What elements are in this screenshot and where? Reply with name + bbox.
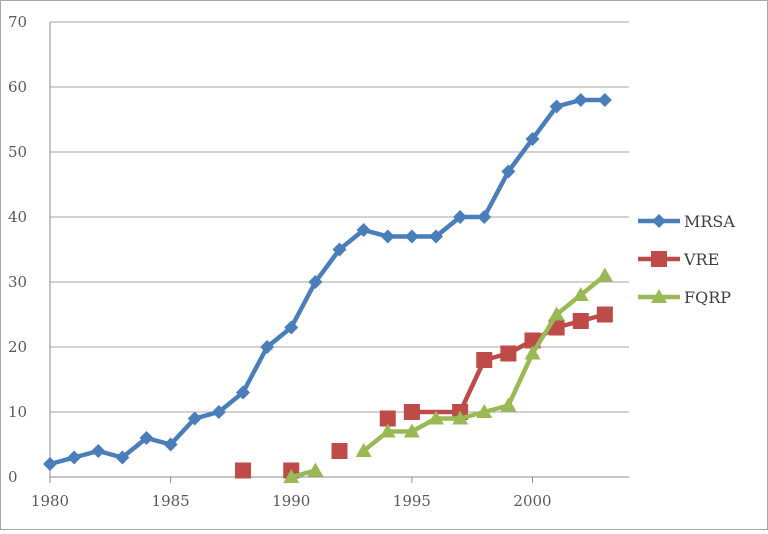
mrsa-point xyxy=(404,229,419,244)
fqrp-point xyxy=(452,410,469,425)
vre-point xyxy=(500,345,517,362)
mrsa-point xyxy=(187,411,202,426)
mrsa-point xyxy=(236,385,250,400)
mrsa-point xyxy=(573,93,588,107)
vre-point xyxy=(379,410,396,427)
fqrp-point xyxy=(476,404,493,418)
legend-item-mrsa: MRSA xyxy=(638,212,735,231)
mrsa-point xyxy=(597,93,612,107)
mrsa-point xyxy=(356,223,371,237)
y-tick-label: 20 xyxy=(8,338,27,356)
fqrp-point xyxy=(379,423,396,438)
mrsa-point xyxy=(211,405,226,419)
legend-item-fqrp: FQRP xyxy=(638,288,731,307)
fqrp-point xyxy=(548,306,565,321)
mrsa-point xyxy=(67,450,82,465)
series-vre xyxy=(235,306,613,479)
vre-point xyxy=(403,404,420,420)
y-tick-label: 50 xyxy=(8,143,27,161)
vre-line-0 xyxy=(411,312,606,415)
x-tick-label: 1995 xyxy=(393,492,431,510)
fqrp-point xyxy=(524,345,541,360)
mrsa-point xyxy=(43,457,57,471)
legend-marker-diamond xyxy=(652,214,666,228)
mrsa-point xyxy=(525,132,540,146)
mrsa-point xyxy=(91,444,106,458)
mrsa-point xyxy=(380,229,395,244)
series-layer xyxy=(43,93,613,483)
fqrp-point xyxy=(307,462,324,477)
mrsa-point xyxy=(501,164,516,179)
legend-marker-triangle xyxy=(651,289,667,303)
y-tick-label: 60 xyxy=(8,78,27,96)
x-tick-label: 2000 xyxy=(513,492,551,510)
grid-lines xyxy=(50,21,629,413)
mrsa-line-0 xyxy=(49,97,605,467)
fqrp-point xyxy=(572,287,589,301)
fqrp-point xyxy=(500,397,517,412)
mrsa-point xyxy=(477,210,492,224)
y-tick-label: 10 xyxy=(8,403,27,421)
x-tick-label: 1980 xyxy=(31,492,69,510)
legend-item-vre: VRE xyxy=(638,250,719,269)
y-tick-label: 30 xyxy=(8,273,27,291)
mrsa-point xyxy=(139,431,154,445)
vre-point xyxy=(572,313,589,329)
mrsa-point xyxy=(284,320,299,335)
mrsa-point xyxy=(308,275,323,289)
legend-label: VRE xyxy=(683,250,719,269)
vre-point xyxy=(596,306,613,323)
mrsa-point xyxy=(453,210,468,224)
fqrp-point xyxy=(355,443,372,457)
fqrp-point xyxy=(403,423,420,438)
legend-marker-square xyxy=(651,251,667,267)
series-fqrp xyxy=(283,267,613,483)
x-tick-label: 1990 xyxy=(272,492,310,510)
mrsa-point xyxy=(163,437,178,452)
mrsa-point xyxy=(115,450,130,465)
series-mrsa xyxy=(43,93,612,471)
vre-point xyxy=(331,443,348,459)
mrsa-point xyxy=(549,99,564,114)
mrsa-point xyxy=(429,229,443,244)
y-tick-label: 70 xyxy=(8,13,27,31)
fqrp-point xyxy=(283,469,300,483)
legend-label: FQRP xyxy=(684,288,731,307)
fqrp-point xyxy=(596,267,613,282)
vre-point xyxy=(235,462,251,479)
x-tick-label: 1985 xyxy=(152,492,190,510)
fqrp-point xyxy=(428,410,444,425)
legend-label: MRSA xyxy=(684,212,735,231)
legend: MRSA VRE FQRP xyxy=(638,212,735,307)
axes: 0 10 20 30 40 50 60 70 1980 1985 1990 1995 2000 xyxy=(8,13,629,510)
mrsa-point xyxy=(332,242,347,257)
y-tick-label: 0 xyxy=(8,468,18,486)
y-tick-label: 40 xyxy=(8,208,27,226)
vre-point xyxy=(476,352,493,368)
mrsa-point xyxy=(260,340,275,354)
